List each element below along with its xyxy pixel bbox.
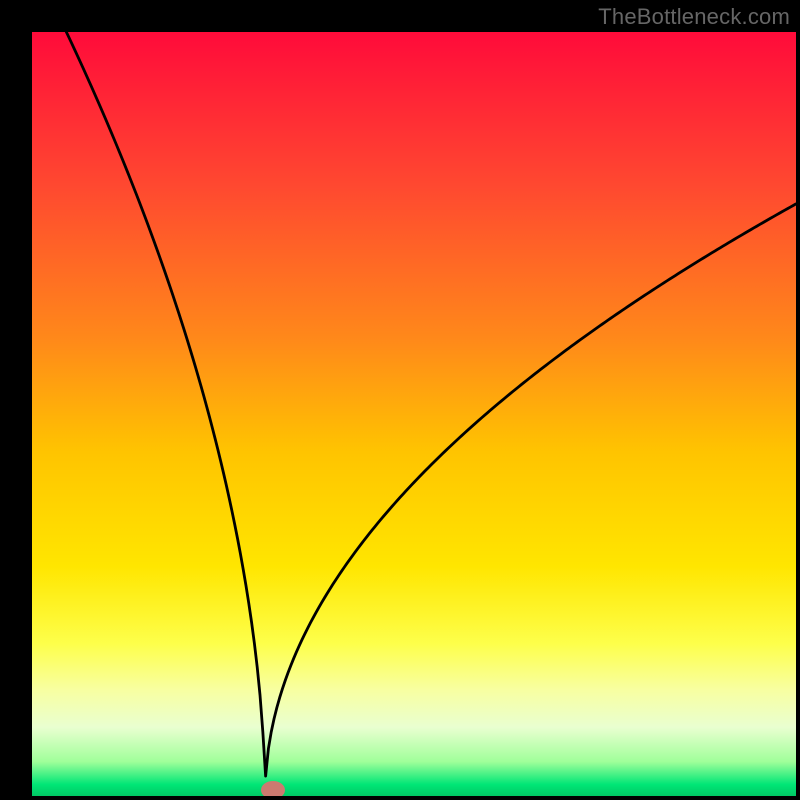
watermark-text: TheBottleneck.com (598, 4, 790, 30)
curve-path (66, 32, 796, 776)
bottleneck-curve (32, 32, 796, 796)
optimum-marker (261, 781, 285, 796)
plot-area (32, 32, 796, 796)
